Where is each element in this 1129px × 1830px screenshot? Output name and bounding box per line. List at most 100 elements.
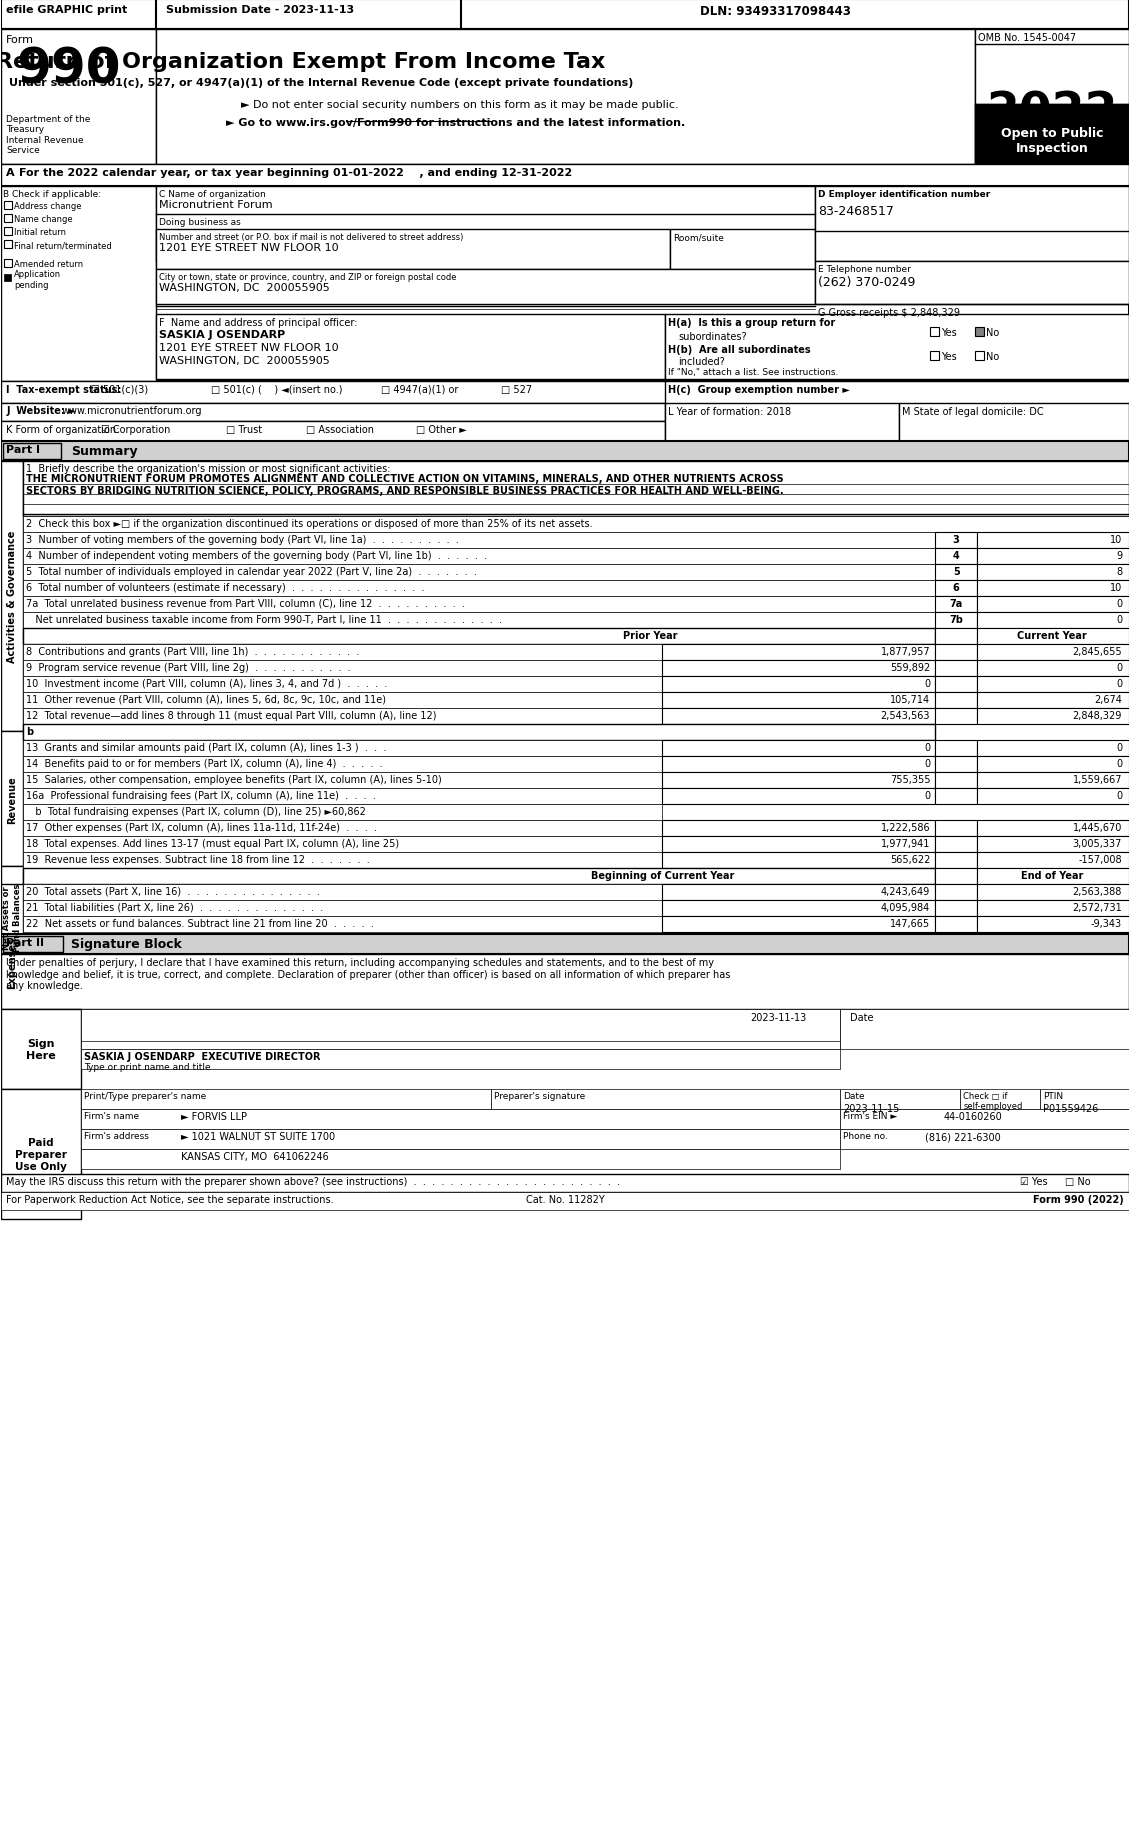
Bar (5, 229, 12, 236)
Text: 0: 0 (1115, 679, 1122, 688)
Bar (978, 756, 1129, 772)
Bar (978, 613, 1129, 630)
Bar (1, 187, 156, 382)
Text: Date: Date (843, 1091, 865, 1100)
Text: b: b (26, 727, 33, 737)
Text: No: No (986, 328, 999, 339)
Text: DLN: 93493317098443: DLN: 93493317098443 (700, 5, 851, 18)
Bar (24, 917, 663, 933)
Bar (935, 597, 978, 613)
Text: Open to Public
Inspection: Open to Public Inspection (1000, 126, 1103, 156)
Text: ☑ Corporation: ☑ Corporation (102, 425, 170, 436)
Bar (1, 29, 156, 165)
Text: Name change: Name change (15, 214, 72, 223)
Text: G Gross receipts $ 2,848,329: G Gross receipts $ 2,848,329 (819, 307, 961, 318)
Bar (1, 382, 665, 404)
Bar (24, 789, 663, 805)
Text: 5: 5 (953, 567, 960, 576)
Bar (24, 677, 663, 692)
Text: 105,714: 105,714 (890, 695, 930, 705)
Text: For the 2022 calendar year, or tax year beginning 01-01-2022    , and ending 12-: For the 2022 calendar year, or tax year … (19, 168, 572, 178)
Text: 7a: 7a (949, 598, 963, 609)
Text: 0: 0 (1115, 791, 1122, 800)
Text: Beginning of Current Year: Beginning of Current Year (590, 871, 734, 880)
Text: Part II: Part II (6, 937, 44, 948)
Text: SASKIA J OSENDARP  EXECUTIVE DIRECTOR: SASKIA J OSENDARP EXECUTIVE DIRECTOR (84, 1052, 321, 1061)
Bar (1, 884, 24, 950)
Text: Part I: Part I (6, 445, 41, 454)
Bar (978, 820, 1129, 836)
Text: 8  Contributions and grants (Part VIII, line 1h)  .  .  .  .  .  .  .  .  .  .  : 8 Contributions and grants (Part VIII, l… (26, 646, 359, 657)
Bar (840, 1109, 1129, 1129)
Text: included?: included? (679, 357, 725, 366)
Bar (24, 597, 935, 613)
Bar (840, 1089, 960, 1109)
Text: ☑ Yes: ☑ Yes (1021, 1177, 1048, 1186)
Text: 147,665: 147,665 (890, 919, 930, 928)
Bar (3, 937, 63, 952)
Text: Date: Date (850, 1012, 874, 1023)
Bar (663, 884, 935, 900)
Text: For Paperwork Reduction Act Notice, see the separate instructions.: For Paperwork Reduction Act Notice, see … (6, 1195, 334, 1204)
Text: 559,892: 559,892 (890, 662, 930, 673)
Text: 0: 0 (1115, 662, 1122, 673)
Text: M State of legal domicile: DC: M State of legal domicile: DC (902, 406, 1044, 417)
Text: www.micronutrientforum.org: www.micronutrientforum.org (61, 406, 202, 415)
Bar (935, 741, 978, 756)
Text: E Telephone number: E Telephone number (819, 265, 911, 274)
Text: Doing business as: Doing business as (159, 218, 240, 227)
Bar (663, 789, 935, 805)
Text: 18  Total expenses. Add lines 13-17 (must equal Part IX, column (A), line 25): 18 Total expenses. Add lines 13-17 (must… (26, 838, 400, 849)
Text: ☑ 501(c)(3): ☑ 501(c)(3) (91, 384, 148, 395)
Text: Firm's address: Firm's address (84, 1131, 149, 1140)
Bar (978, 836, 1129, 853)
Bar (3, 443, 61, 459)
Text: 5  Total number of individuals employed in calendar year 2022 (Part V, line 2a) : 5 Total number of individuals employed i… (26, 567, 478, 576)
Text: □ No: □ No (1065, 1177, 1091, 1186)
Bar (671, 231, 815, 269)
Text: Firm's EIN ►: Firm's EIN ► (843, 1111, 898, 1120)
Bar (663, 853, 935, 869)
Text: H(a)  Is this a group return for: H(a) Is this a group return for (668, 318, 835, 328)
Bar (978, 580, 1129, 597)
Bar (935, 772, 978, 789)
Text: Expenses: Expenses (7, 937, 17, 988)
Text: City or town, state or province, country, and ZIP or foreign postal code: City or town, state or province, country… (159, 273, 456, 282)
Text: Preparer's signature: Preparer's signature (493, 1091, 585, 1100)
Bar (1, 1193, 1129, 1210)
Text: 0: 0 (924, 791, 930, 800)
Text: 6: 6 (953, 582, 960, 593)
Text: Department of the
Treasury
Internal Revenue
Service: Department of the Treasury Internal Reve… (6, 115, 90, 156)
Text: 1  Briefly describe the organization's mission or most significant activities:: 1 Briefly describe the organization's mi… (26, 463, 391, 474)
Bar (663, 820, 935, 836)
Bar (81, 1010, 840, 1049)
Bar (935, 644, 978, 661)
Text: 4: 4 (953, 551, 960, 560)
Bar (24, 725, 935, 741)
Text: 4  Number of independent voting members of the governing body (Part VI, line 1b): 4 Number of independent voting members o… (26, 551, 488, 560)
Bar (978, 677, 1129, 692)
Bar (1, 29, 1129, 165)
Text: 7b: 7b (949, 615, 963, 624)
Text: 15  Salaries, other compensation, employee benefits (Part IX, column (A), lines : 15 Salaries, other compensation, employe… (26, 774, 441, 785)
Bar (24, 741, 663, 756)
Bar (1040, 1089, 1129, 1109)
Bar (975, 351, 984, 361)
Bar (24, 836, 663, 853)
Bar (935, 884, 978, 900)
Text: Print/Type preparer's name: Print/Type preparer's name (84, 1091, 207, 1100)
Bar (663, 661, 935, 677)
Bar (24, 630, 935, 644)
Bar (24, 565, 935, 580)
Text: Amended return
Application
pending: Amended return Application pending (15, 260, 84, 289)
Bar (5, 274, 11, 282)
Bar (935, 533, 978, 549)
Text: P01559426: P01559426 (1043, 1103, 1099, 1113)
Text: ► FORVIS LLP: ► FORVIS LLP (181, 1111, 247, 1122)
Text: Revenue: Revenue (7, 776, 17, 824)
Text: 11  Other revenue (Part VIII, column (A), lines 5, 6d, 8c, 9c, 10c, and 11e): 11 Other revenue (Part VIII, column (A),… (26, 695, 386, 705)
Bar (930, 351, 939, 361)
Bar (1, 441, 1129, 461)
Bar (960, 1089, 1040, 1109)
Text: 565,622: 565,622 (890, 855, 930, 864)
